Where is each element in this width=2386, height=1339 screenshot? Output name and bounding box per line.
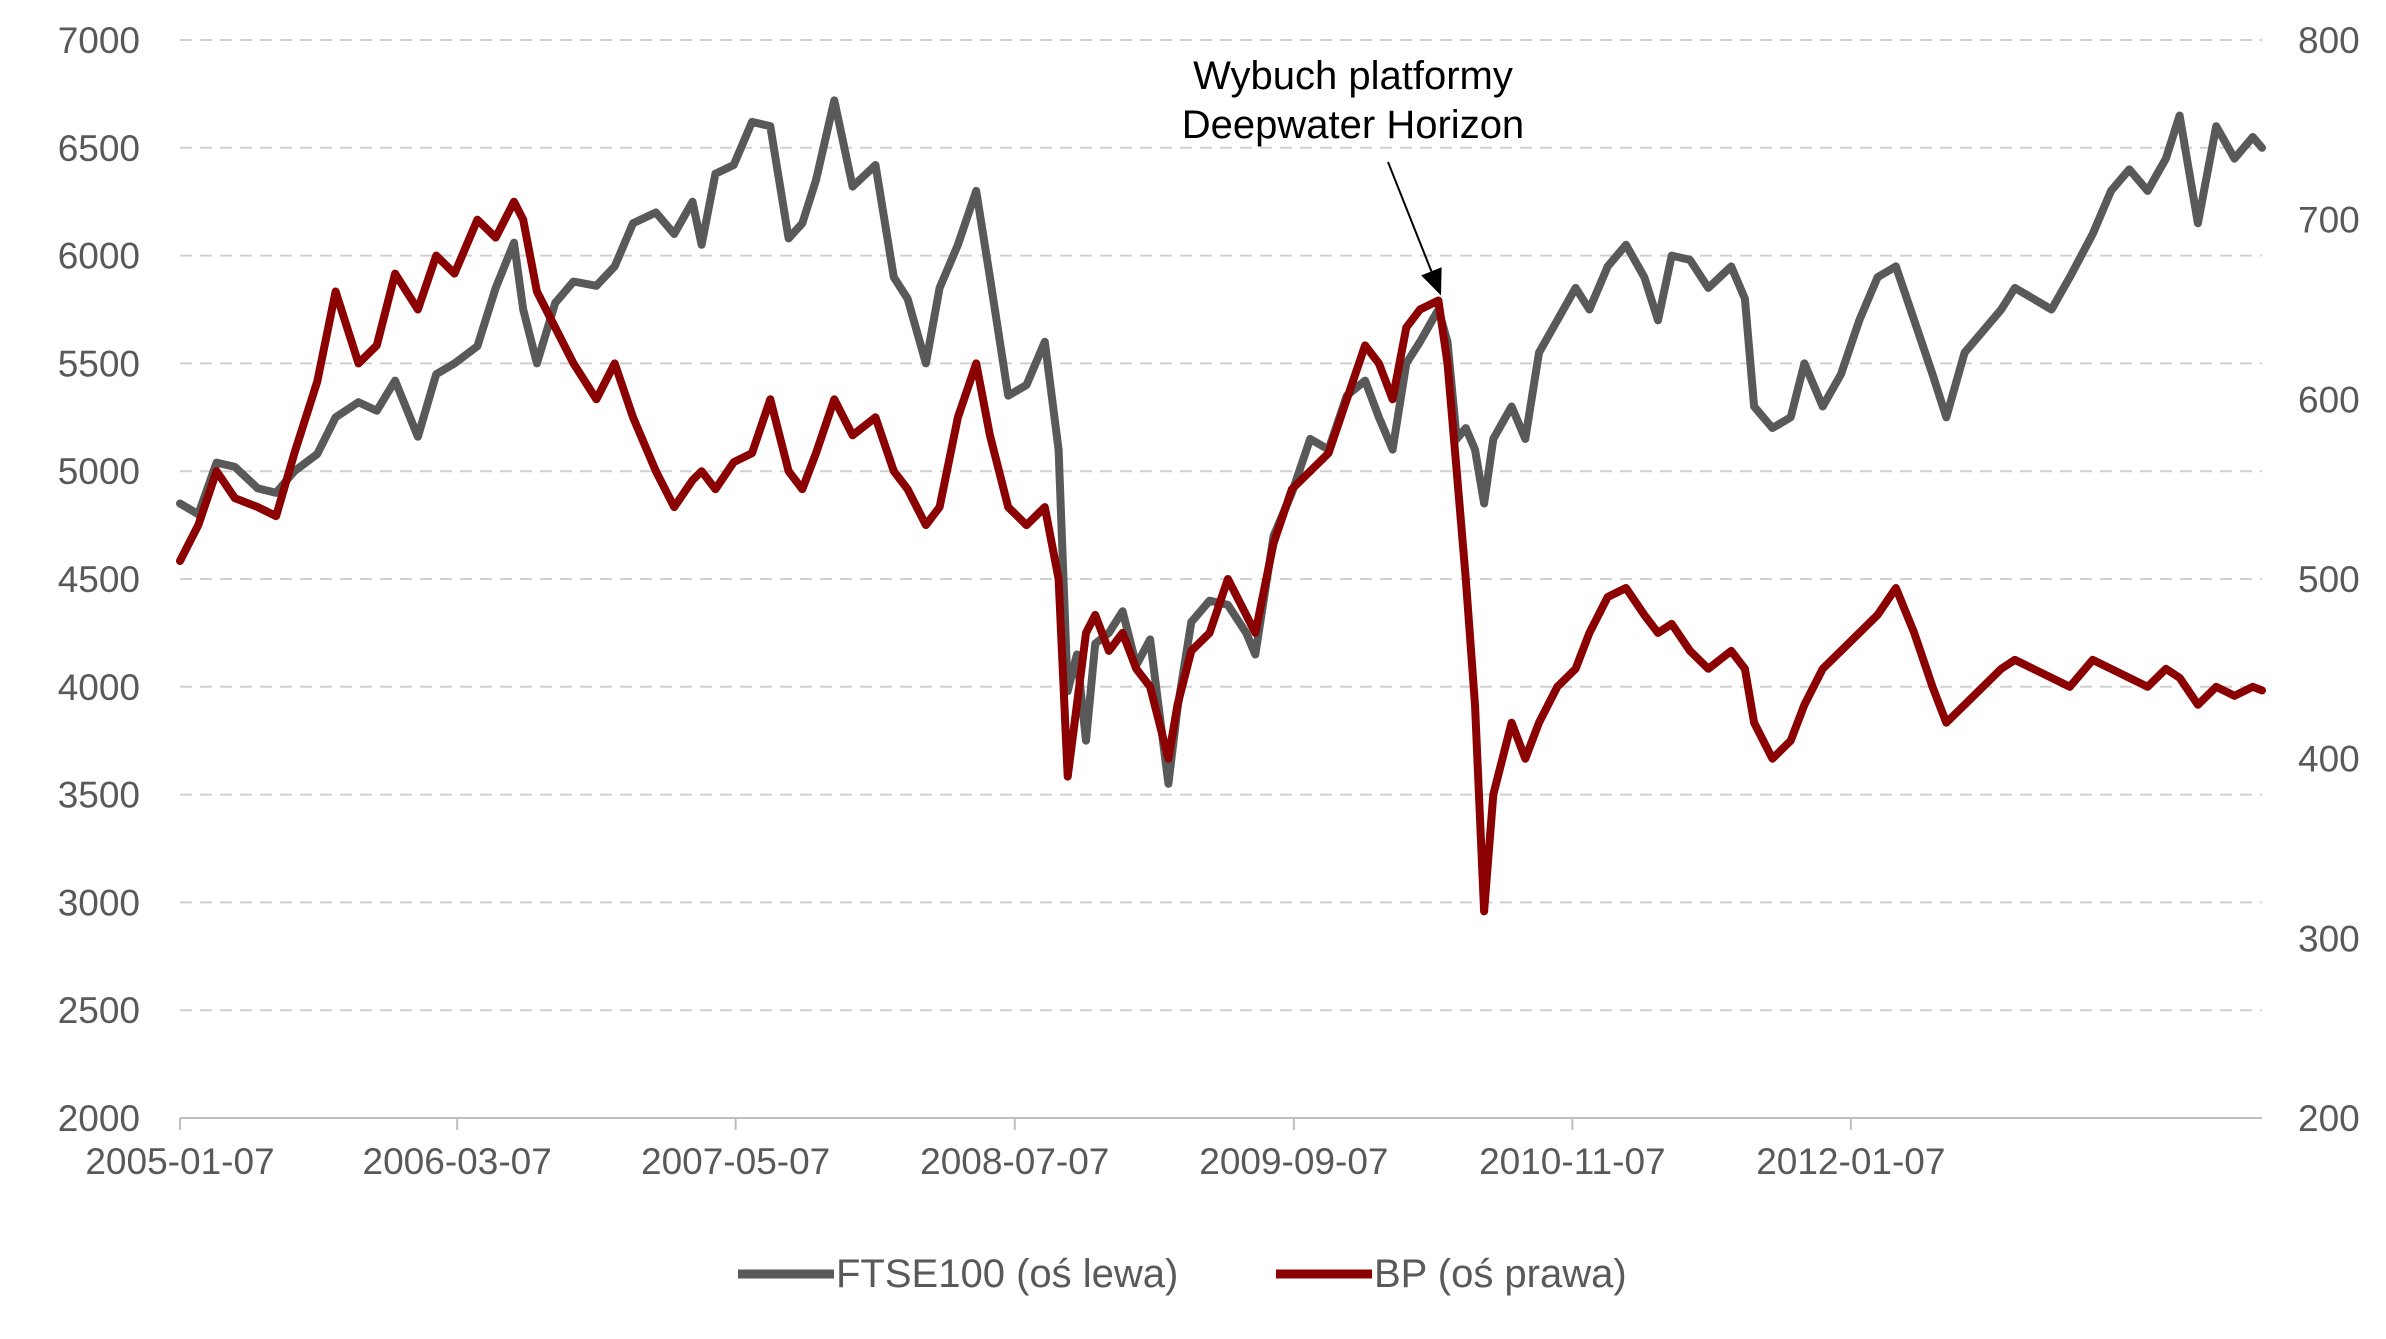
y-left-tick-label: 2500 [58, 990, 140, 1031]
x-tick-label: 2008-07-07 [920, 1141, 1109, 1182]
left-axis: 2000 2500 3000 3500 4000 4500 5000 5500 6000 6500… [58, 20, 140, 1139]
annotation-arrowhead [1421, 267, 1442, 296]
y-right-tick-label: 300 [2298, 918, 2360, 959]
y-left-tick-label: 4500 [58, 559, 140, 600]
legend-label-bp: BP (oś prawa) [1374, 1252, 1627, 1296]
annotation-arrow [1387, 161, 1433, 272]
annotation: Wybuch platformy Deepwater Horizon [1182, 54, 1524, 296]
x-tick-label: 2006-03-07 [363, 1141, 552, 1182]
x-tick-label: 2010-11-07 [1479, 1141, 1666, 1182]
series-line-ftse100 [176, 96, 2266, 788]
annotation-line-2: Deepwater Horizon [1182, 103, 1524, 147]
gridlines [180, 39, 2262, 1012]
y-left-tick-label: 4000 [58, 667, 140, 708]
x-axis: 2005-01-07 2006-03-07 2007-05-07 2008-07-07… [85, 1117, 2262, 1182]
y-left-tick-label: 3500 [58, 775, 140, 816]
legend-label-ftse100: FTSE100 (oś lewa) [836, 1252, 1178, 1296]
y-left-tick-label: 6500 [58, 128, 140, 169]
series-layer [176, 96, 2266, 916]
y-left-tick-label: 3000 [58, 882, 140, 923]
y-right-tick-label: 600 [2298, 379, 2360, 420]
y-right-tick-label: 400 [2298, 739, 2360, 780]
y-left-tick-label: 5000 [58, 451, 140, 492]
x-tick-label: 2009-09-07 [1199, 1141, 1388, 1182]
y-left-tick-label: 2000 [58, 1098, 140, 1139]
x-tick-label: 2007-05-07 [641, 1141, 830, 1182]
y-right-tick-label: 200 [2298, 1098, 2360, 1139]
annotation-line-1: Wybuch platformy [1193, 54, 1513, 98]
y-left-tick-label: 6000 [58, 236, 140, 277]
y-left-tick-label: 7000 [58, 20, 140, 61]
y-right-tick-label: 800 [2298, 20, 2360, 61]
x-tick-label: 2012-01-07 [1756, 1141, 1945, 1182]
legend: FTSE100 (oś lewa) BP (oś prawa) [738, 1252, 1627, 1296]
y-right-tick-label: 700 [2298, 200, 2360, 241]
y-right-tick-label: 500 [2298, 559, 2360, 600]
right-axis: 200 300 400 500 600 700 800 [2298, 20, 2360, 1139]
x-tick-label: 2005-01-07 [85, 1141, 274, 1182]
y-left-tick-label: 5500 [58, 343, 140, 384]
series-line-bp [176, 197, 2266, 916]
